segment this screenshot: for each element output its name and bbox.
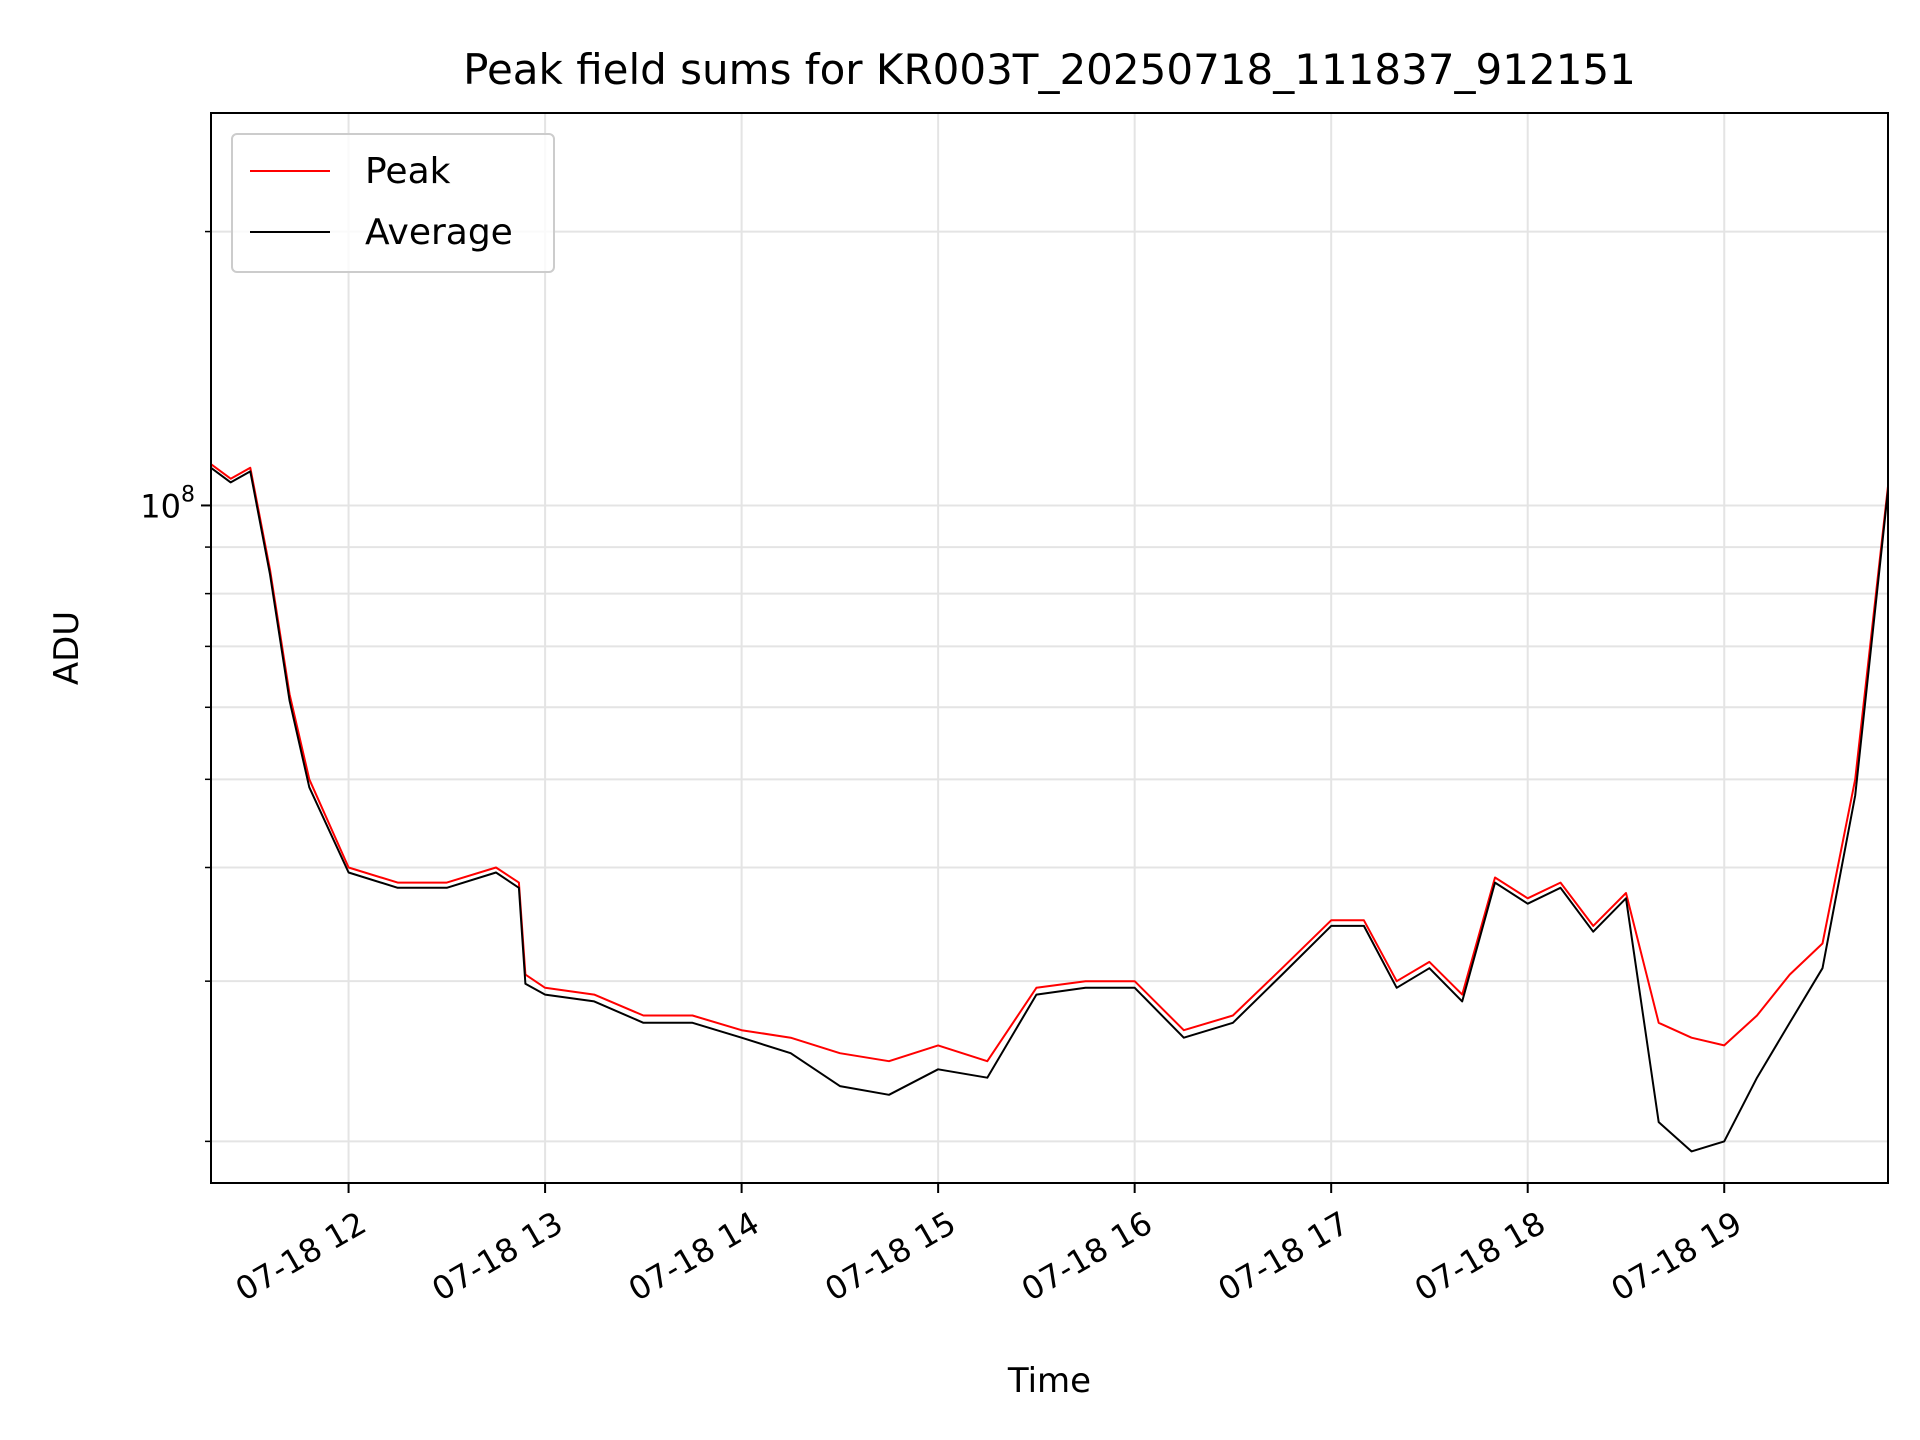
chart-title: Peak field sums for KR003T_20250718_1118… [463, 45, 1636, 94]
series-average-line [210, 466, 1889, 1153]
legend-box [231, 133, 555, 273]
x-axis-label: Time [1007, 1361, 1091, 1401]
legend-average-label: Average [365, 212, 513, 253]
plot-frame [210, 112, 1889, 1184]
y-axis-label: ADU [47, 611, 87, 685]
grid [211, 113, 1888, 1183]
series-peak-line [210, 463, 1889, 1063]
y-tick-exponent: 8 [181, 482, 195, 507]
legend-peak-label: Peak [365, 151, 451, 192]
legend: Peak Average [231, 133, 555, 273]
y-tick-label: 108 [140, 482, 195, 525]
